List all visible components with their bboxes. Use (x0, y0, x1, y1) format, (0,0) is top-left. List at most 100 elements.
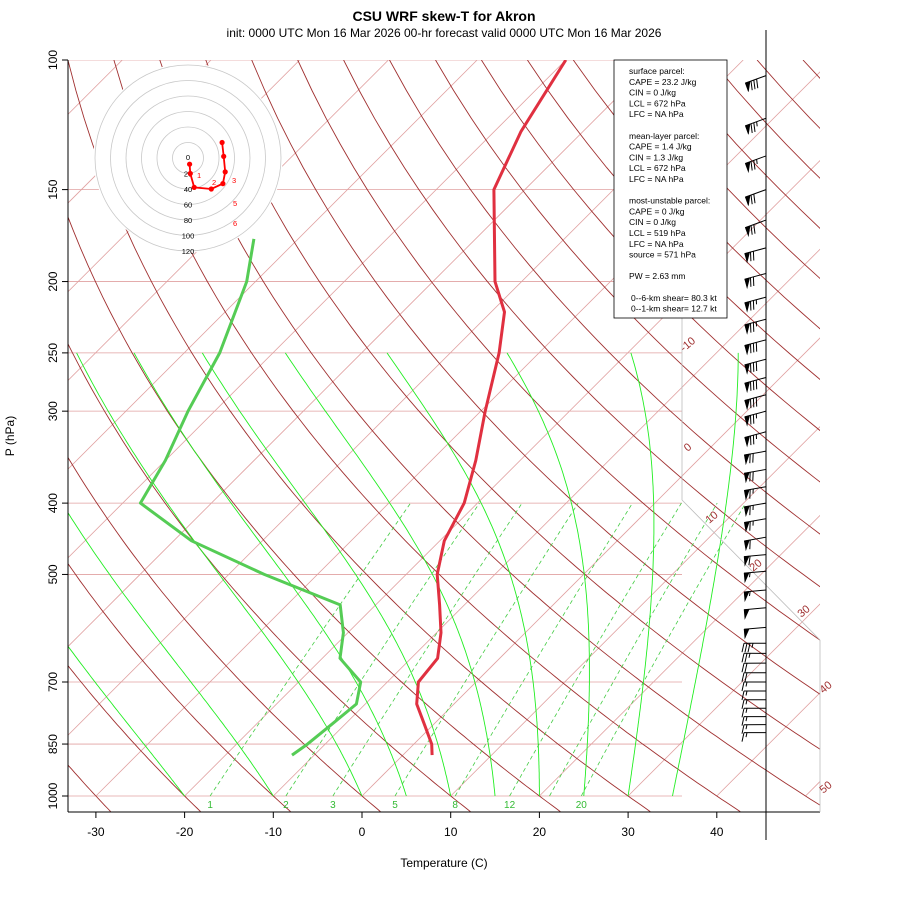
wind-barb (743, 589, 767, 603)
chart-title: CSU WRF skew-T for Akron (352, 8, 535, 24)
hodograph-ring-label: 120 (182, 247, 195, 256)
wind-barb-feather (750, 123, 753, 133)
dry-adiabat-line (849, 60, 900, 812)
wind-barb-feather (748, 556, 751, 566)
wind-barb-pennant (744, 381, 751, 394)
dry-adiabat-line (251, 60, 820, 695)
wind-barb-pennant (744, 301, 751, 313)
hodograph-ring (141, 111, 235, 205)
isotherm-line (68, 60, 655, 648)
wind-barb (744, 377, 767, 394)
wind-barb-half-feather (745, 708, 748, 713)
wind-barb (744, 117, 767, 135)
wind-barb (744, 358, 767, 375)
hodograph-point (187, 161, 193, 167)
wind-barb-feather (750, 195, 753, 205)
dry-adiabat-line (68, 60, 651, 812)
wind-barb-pennant (743, 608, 750, 620)
parcel-info-line: CAPE = 0 J/kg (629, 206, 685, 216)
y-tick-label: 150 (46, 179, 60, 199)
wind-barbs (741, 30, 767, 840)
wind-barb-half-feather (756, 121, 758, 127)
wind-barb-feather (753, 122, 756, 132)
hodograph-ring (94, 64, 282, 252)
wind-barb (741, 642, 767, 653)
hodograph-background (93, 63, 283, 253)
wind-barb-pennant (743, 453, 750, 466)
wind-barb (741, 672, 767, 682)
wind-barb-feather (741, 663, 745, 673)
hodograph-ring (125, 95, 251, 221)
hodograph-height-label: 3 (232, 176, 236, 185)
dry-adiabat-line (297, 60, 820, 641)
wind-barb (743, 554, 767, 567)
wind-barb-half-feather (745, 716, 748, 722)
hodograph-point (208, 186, 214, 192)
isotherm-label: 10 (704, 509, 721, 526)
hodograph-height-label: 2 (212, 178, 216, 187)
mixing-ratio-line (285, 502, 480, 797)
wind-barb-half-feather (745, 699, 748, 705)
y-tick-label: 300 (46, 401, 60, 421)
mixing-ratio-label: 2 (283, 800, 289, 811)
dry-adiabat-line (895, 60, 900, 812)
y-axis-label: P (hPa) (3, 416, 17, 456)
mixing-ratio-line (580, 502, 746, 797)
wind-barb-feather (744, 643, 748, 653)
parcel-info-line: LFC = NA hPa (629, 174, 684, 184)
hodograph-point (187, 170, 193, 177)
mixing-ratio-label: 8 (452, 800, 458, 811)
wind-barb-half-feather (745, 732, 748, 738)
wind-barb (741, 652, 767, 663)
wind-barb-pennant (743, 489, 750, 501)
wind-barb-half-feather (751, 643, 754, 648)
moist-adiabat-line (284, 352, 496, 797)
wind-barb (744, 394, 767, 411)
parcel-info-line: surface parcel: (629, 66, 685, 76)
mixing-ratio-line (549, 502, 718, 797)
isotherm-line (627, 603, 820, 797)
wind-barb-pennant (744, 323, 751, 335)
parcel-info-line: CIN = 0 J/kg (629, 217, 676, 227)
hodograph-point (191, 184, 197, 190)
wind-barb (743, 502, 767, 517)
hodograph-ring-label: 60 (184, 201, 192, 210)
isotherm-line (539, 514, 820, 797)
hodograph-ring (156, 126, 220, 190)
parcel-info-line (629, 185, 631, 195)
parcel-info-line: 0--6-km shear= 80.3 kt (631, 293, 717, 303)
wind-barb-half-feather (745, 690, 748, 696)
wind-barb (743, 486, 767, 501)
wind-barb (741, 707, 767, 718)
wind-barb-pennant (744, 277, 751, 290)
chart-subtitle: init: 0000 UTC Mon 16 Mar 2026 00-hr for… (227, 26, 662, 40)
wind-barb-feather (741, 716, 745, 726)
wind-barb-feather (750, 161, 753, 171)
dry-adiabat-line (343, 60, 820, 588)
wind-barb-pennant (744, 343, 751, 356)
wind-barb-pennant (744, 251, 751, 264)
wind-barb-pennant (744, 123, 751, 135)
parcel-info-text: surface parcel: CAPE = 23.2 J/kg CIN = 0 J… (629, 66, 717, 314)
wind-barb-feather (741, 653, 745, 663)
wind-barb-half-feather (748, 653, 751, 658)
wind-barb (744, 410, 767, 427)
wind-barb-feather (741, 708, 745, 718)
parcel-info-line: most-unstable parcel: (629, 196, 710, 206)
parcel-info-box: surface parcel: CAPE = 23.2 J/kg CIN = 0 J… (613, 59, 728, 319)
isotherm-line (184, 160, 820, 797)
y-tick-label: 400 (46, 493, 60, 513)
moist-adiabat-line (201, 352, 452, 797)
y-tick-label: 700 (46, 672, 60, 692)
wind-barb (743, 518, 767, 533)
dry-adiabat-line (710, 60, 820, 179)
hodograph-point (220, 181, 226, 187)
x-tick-label: 10 (444, 825, 458, 839)
wind-barb (744, 75, 767, 92)
hodograph-point (221, 153, 227, 159)
wind-barb (743, 607, 767, 620)
wind-barb-feather (744, 653, 748, 663)
mixing-ratio-label: 1 (207, 800, 213, 811)
hodograph-height-label: 1 (197, 171, 201, 180)
